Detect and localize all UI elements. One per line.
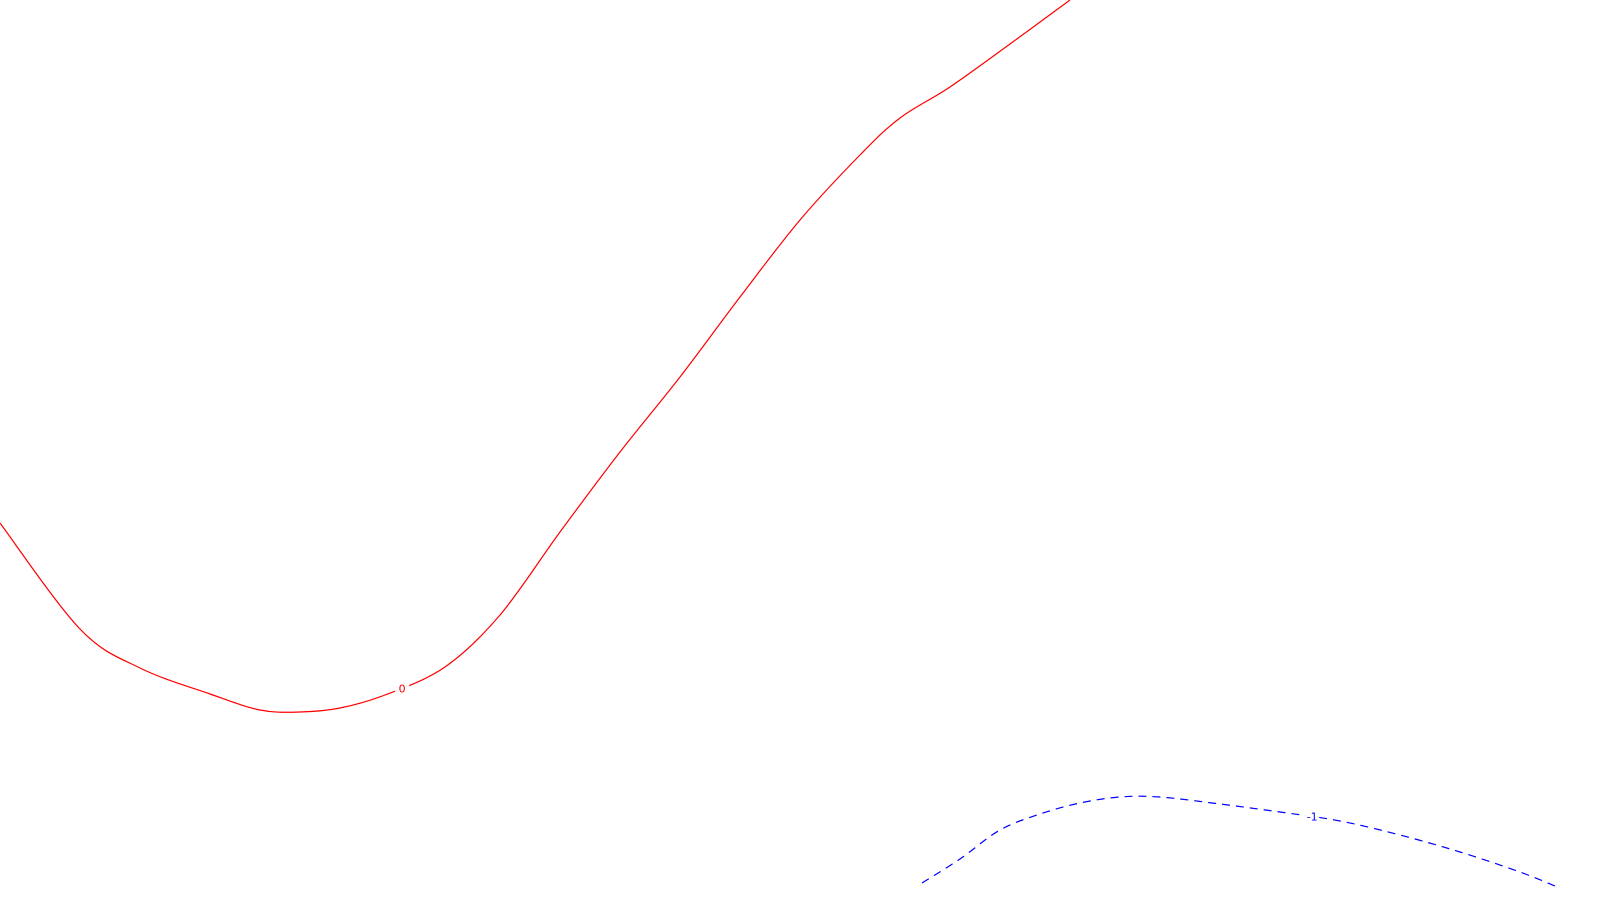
- contour-lines: [0, 0, 1556, 887]
- contour-line-neg1: [921, 795, 1556, 887]
- contour-line-0: [0, 0, 1071, 713]
- contour-label-background: [1305, 810, 1320, 823]
- contour-labels: 0 -1: [395, 682, 1320, 823]
- contour-label-neg1: -1: [1307, 810, 1318, 823]
- contour-label-0: 0: [399, 682, 406, 695]
- contour-label-background: [395, 682, 410, 695]
